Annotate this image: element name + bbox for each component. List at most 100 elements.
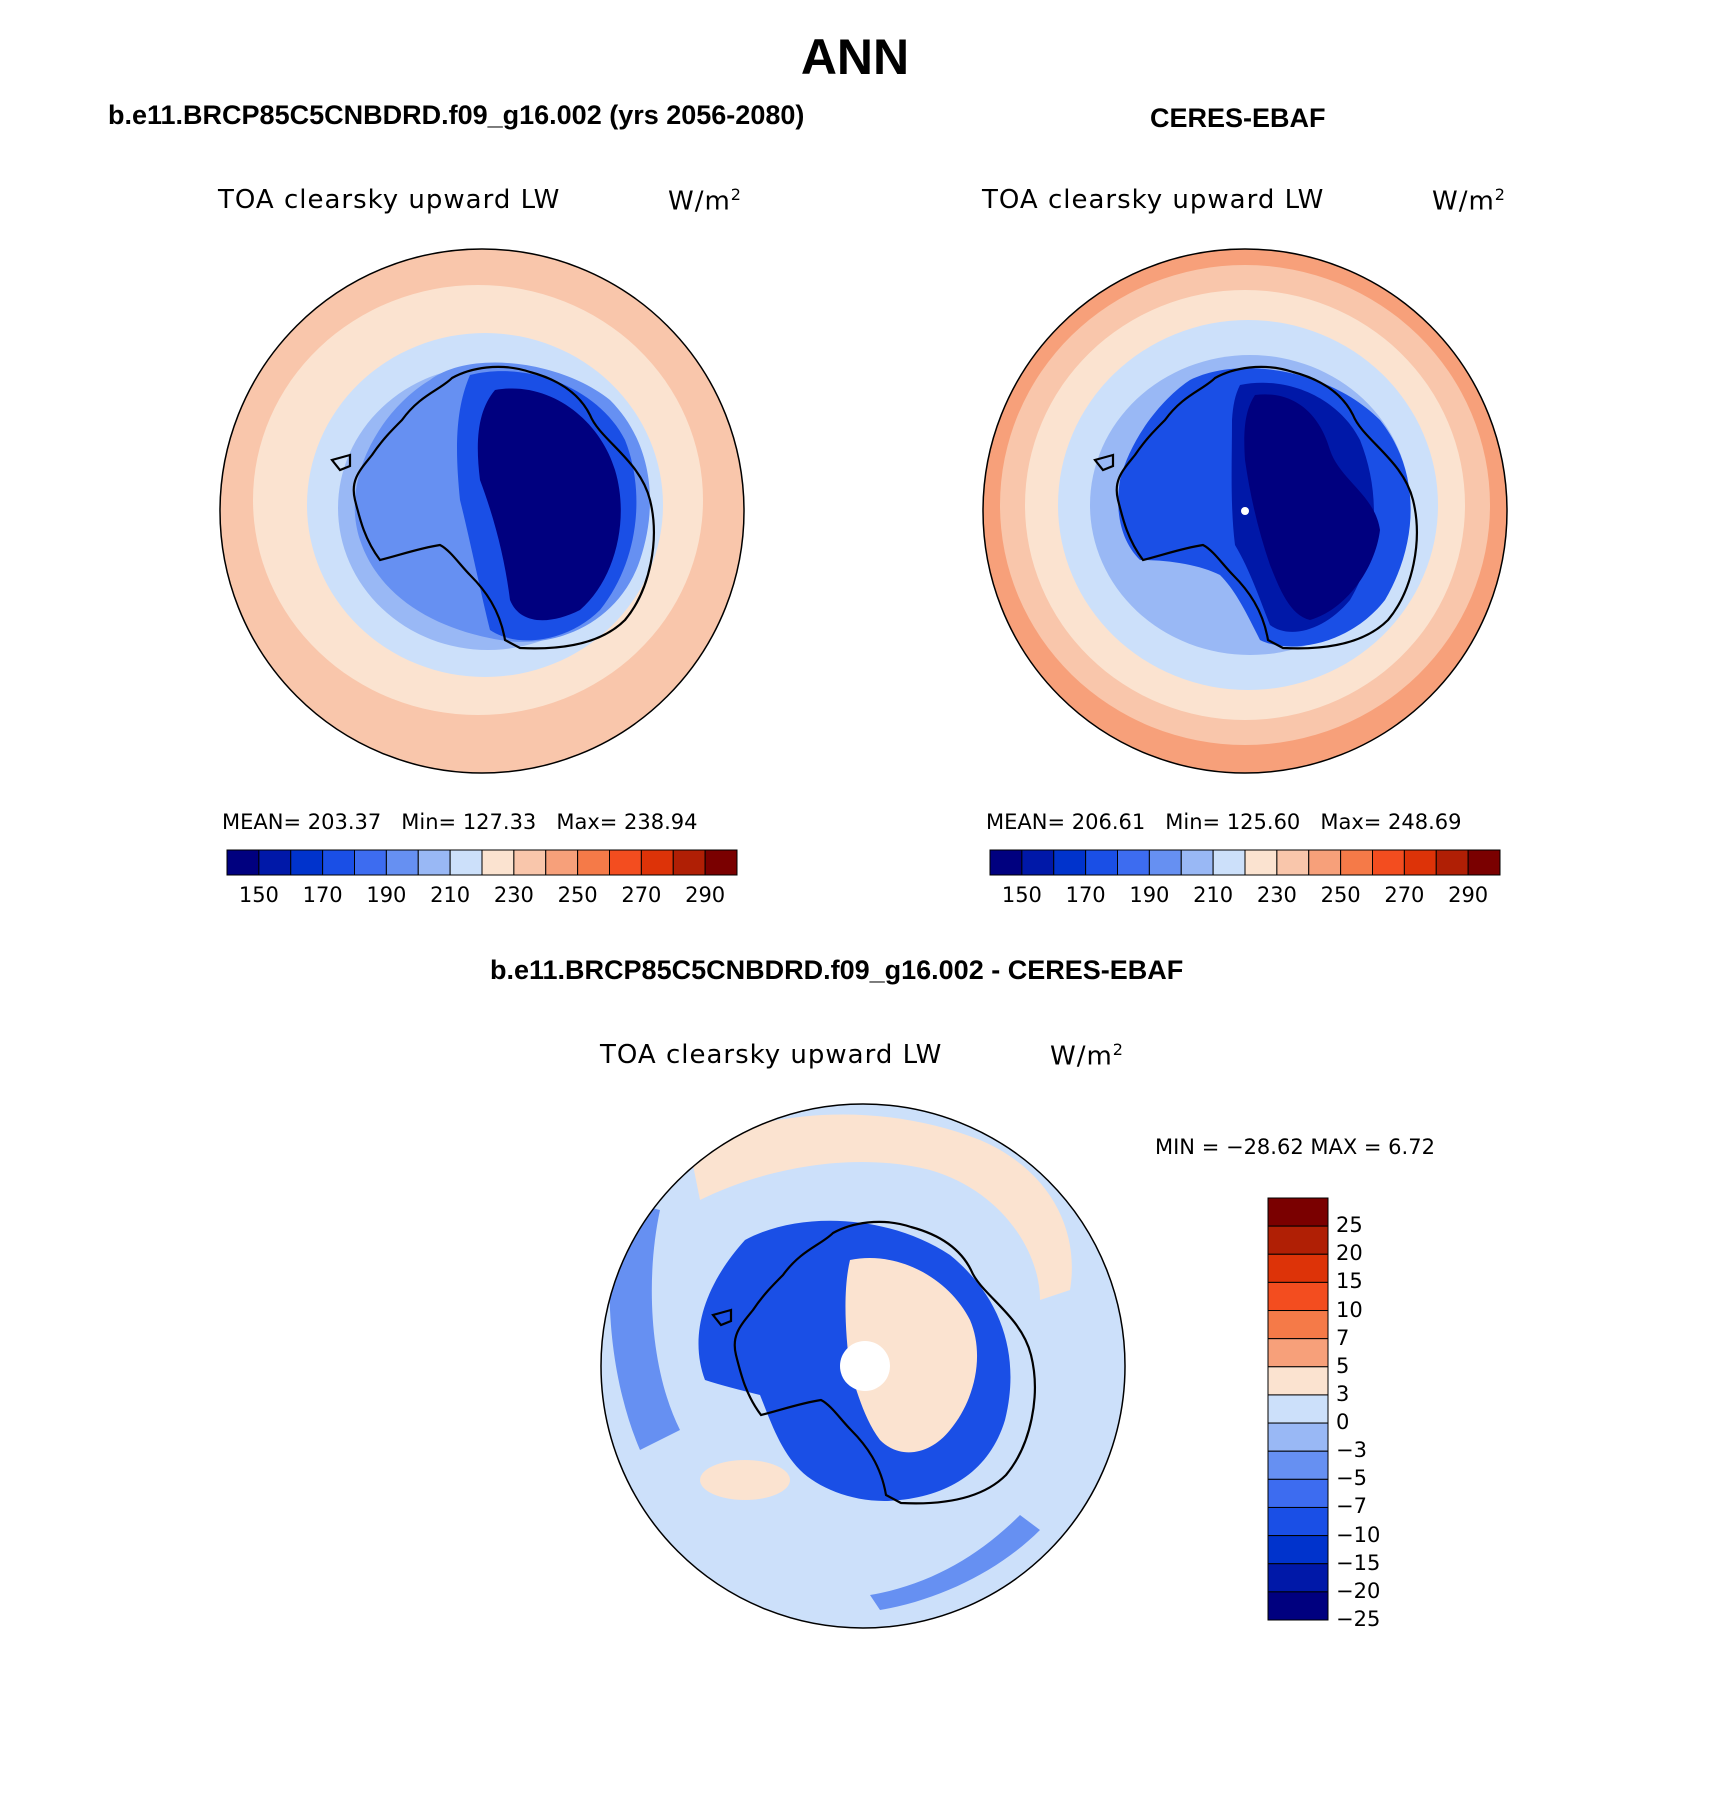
diff-colorbar-box <box>1267 1225 1329 1255</box>
diff-colorbar-tick-label: 3 <box>1336 1381 1350 1406</box>
obs-antarctica-coastline <box>1093 365 1418 650</box>
model-stats: MEAN= 203.37 Min= 127.33 Max= 238.94 <box>222 810 698 834</box>
diff-colorbar-tick-label: −25 <box>1336 1607 1381 1631</box>
model-colorbar-tick-label: 290 <box>685 883 726 907</box>
model-colorbar-box <box>354 849 387 876</box>
model-colorbar-box <box>449 849 483 876</box>
diff-colorbar-box <box>1267 1450 1329 1480</box>
model-colorbar-box <box>513 849 547 876</box>
model-colorbar-box <box>258 849 292 876</box>
obs-stats: MEAN= 206.61 Min= 125.60 Max= 248.69 <box>986 810 1462 834</box>
diff-colorbar-tick-label: −5 <box>1336 1466 1367 1491</box>
obs-colorbar-box <box>1180 849 1214 876</box>
diff-colorbar-tick-label: −20 <box>1336 1578 1381 1603</box>
model-colorbar-box <box>640 849 674 876</box>
diff-colorbar <box>1267 1197 1329 1621</box>
model-colorbar-tick-label: 170 <box>302 883 343 907</box>
diff-colorbar-tick-label: −3 <box>1336 1438 1367 1463</box>
diff-colorbar-box <box>1267 1310 1329 1340</box>
diff-colorbar-tick-label: 25 <box>1336 1213 1363 1238</box>
obs-map-border <box>982 248 1508 774</box>
model-colorbar-tick-label: 210 <box>430 883 471 907</box>
model-colorbar-box <box>704 849 738 876</box>
diff-colorbar-box <box>1267 1478 1329 1508</box>
obs-colorbar-box <box>1372 849 1405 876</box>
diff-colorbar-tick-label: 10 <box>1336 1297 1363 1322</box>
obs-colorbar-box <box>1085 849 1118 876</box>
diff-antarctica-coastline <box>711 1220 1036 1505</box>
model-colorbar-box <box>417 849 451 876</box>
diff-colorbar-box <box>1267 1506 1329 1537</box>
model-map-border <box>219 248 745 774</box>
obs-colorbar-box <box>1148 849 1182 876</box>
diff-colorbar-box <box>1267 1563 1329 1593</box>
diff-colorbar-box <box>1267 1422 1329 1452</box>
obs-variable-label: TOA clearsky upward LW <box>982 185 1325 215</box>
obs-colorbar-tick-label: 150 <box>1001 883 1042 907</box>
model-colorbar-box <box>609 849 642 876</box>
model-colorbar-box <box>577 849 610 876</box>
obs-colorbar-box <box>1308 849 1342 876</box>
model-colorbar-box <box>481 849 515 876</box>
diff-colorbar-tick-label: −10 <box>1336 1522 1381 1547</box>
diff-colorbar-tick-label: −15 <box>1336 1550 1381 1575</box>
diff-colorbar-tick-label: 5 <box>1336 1353 1350 1378</box>
diff-map-border <box>600 1103 1126 1629</box>
diff-polar-map <box>601 1104 1125 1628</box>
diff-colorbar-tick-label: 15 <box>1336 1269 1363 1294</box>
diff-colorbar-box <box>1267 1366 1329 1396</box>
obs-colorbar <box>989 849 1501 876</box>
obs-colorbar-box <box>1403 849 1437 876</box>
obs-colorbar-box <box>1021 849 1055 876</box>
diff-variable-label: TOA clearsky upward LW <box>600 1040 943 1070</box>
diff-colorbar-box <box>1267 1281 1329 1312</box>
obs-units-label: W/m2 <box>1432 185 1506 217</box>
obs-panel-title: CERES-EBAF <box>1150 103 1326 133</box>
model-colorbar-box <box>290 849 324 876</box>
model-colorbar-box <box>672 849 706 876</box>
model-colorbar-tick-label: 230 <box>493 883 534 907</box>
diff-colorbar-tick-label: −7 <box>1336 1494 1367 1519</box>
model-colorbar-box <box>545 849 579 876</box>
obs-colorbar-box <box>989 849 1023 876</box>
obs-colorbar-box <box>1435 849 1469 876</box>
diff-colorbar-box <box>1267 1535 1329 1565</box>
model-units-label: W/m2 <box>668 185 742 217</box>
obs-colorbar-tick-label: 270 <box>1384 883 1425 907</box>
diff-colorbar-tick-label: 0 <box>1336 1410 1350 1435</box>
obs-colorbar-box <box>1276 849 1310 876</box>
figure-title: ANN <box>800 29 910 85</box>
model-colorbar <box>226 849 738 876</box>
diff-colorbar-box <box>1267 1197 1329 1227</box>
obs-colorbar-tick-label: 230 <box>1256 883 1297 907</box>
obs-colorbar-box <box>1244 849 1278 876</box>
model-colorbar-tick-label: 150 <box>238 883 279 907</box>
diff-colorbar-tick-label: 7 <box>1336 1325 1350 1350</box>
model-antarctica-coastline <box>330 365 655 650</box>
obs-colorbar-tick-label: 290 <box>1448 883 1489 907</box>
model-panel-title: b.e11.BRCP85C5CNBDRD.f09_g16.002 (yrs 20… <box>108 100 805 130</box>
model-polar-map <box>220 249 744 773</box>
obs-colorbar-tick-label: 170 <box>1065 883 1106 907</box>
diff-colorbar-box <box>1267 1338 1329 1368</box>
diff-colorbar-tick-label: 20 <box>1336 1241 1363 1266</box>
model-colorbar-box <box>226 849 260 876</box>
obs-colorbar-box <box>1053 849 1087 876</box>
obs-polar-map <box>983 249 1507 773</box>
model-variable-label: TOA clearsky upward LW <box>218 185 561 215</box>
diff-colorbar-box <box>1267 1591 1329 1621</box>
model-colorbar-tick-label: 270 <box>621 883 662 907</box>
diff-minmax: MIN = −28.62 MAX = 6.72 <box>1155 1135 1435 1159</box>
model-colorbar-tick-label: 250 <box>557 883 598 907</box>
obs-colorbar-box <box>1467 849 1501 876</box>
diff-colorbar-box <box>1267 1253 1329 1283</box>
diff-colorbar-box <box>1267 1394 1329 1424</box>
model-colorbar-tick-label: 190 <box>366 883 407 907</box>
obs-colorbar-box <box>1340 849 1373 876</box>
obs-colorbar-tick-label: 210 <box>1193 883 1234 907</box>
obs-south-pole-marker <box>1241 507 1249 515</box>
obs-colorbar-tick-label: 190 <box>1129 883 1170 907</box>
diff-panel-title: b.e11.BRCP85C5CNBDRD.f09_g16.002 - CERES… <box>490 955 1184 985</box>
model-colorbar-box <box>385 849 419 876</box>
